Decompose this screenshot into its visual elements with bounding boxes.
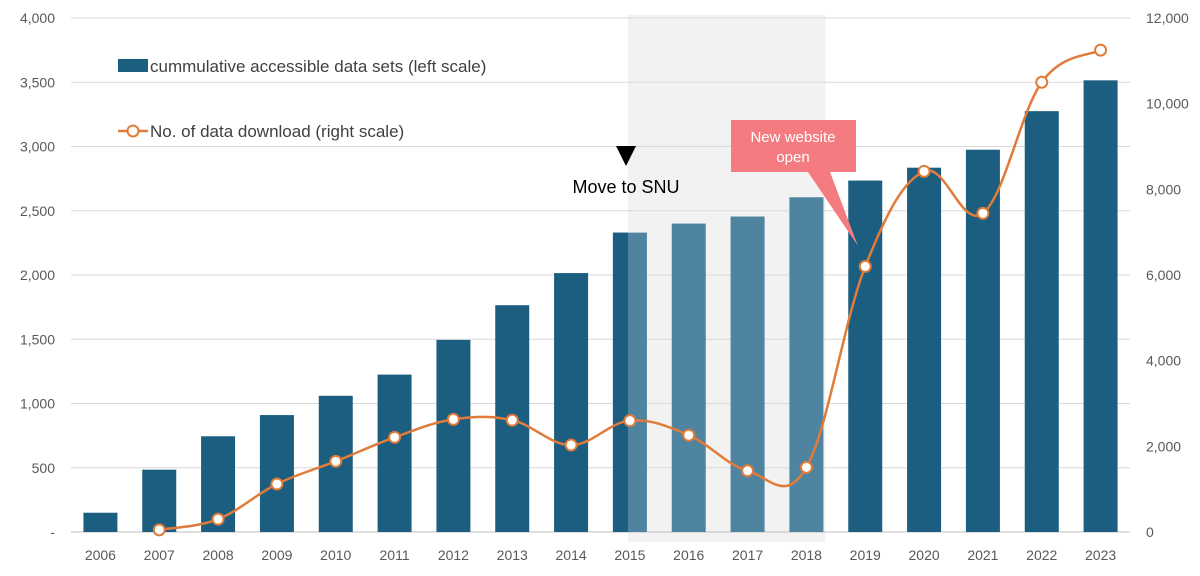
new-website-callout: New website open — [731, 120, 858, 246]
x-tick-label: 2015 — [614, 547, 645, 563]
bar — [259, 415, 294, 532]
download-point — [270, 477, 284, 491]
download-point — [917, 164, 931, 178]
left-tick-label: 3,500 — [20, 74, 55, 90]
download-point — [1094, 43, 1108, 57]
download-point — [505, 413, 519, 427]
x-tick-label: 2012 — [438, 547, 469, 563]
left-tick-label: 1,000 — [20, 396, 55, 412]
left-tick-label: - — [50, 524, 55, 540]
left-tick-label: 1,500 — [20, 331, 55, 347]
bar — [1083, 80, 1118, 532]
x-tick-label: 2009 — [261, 547, 292, 563]
new-website-callout-shape — [731, 120, 858, 246]
bar — [436, 339, 471, 532]
right-tick-label: 10,000 — [1146, 96, 1189, 112]
bar — [730, 216, 765, 532]
download-point — [211, 512, 225, 526]
bar-shadow-part — [612, 232, 628, 532]
right-tick-label: 6,000 — [1146, 267, 1181, 283]
x-axis: 2006 2007 2008 2009 2010 2011 2012 2013 2014 2015… — [85, 547, 1117, 563]
line-series — [152, 43, 1108, 537]
x-tick-label: 2022 — [1026, 547, 1057, 563]
x-tick-label: 2019 — [850, 547, 881, 563]
right-tick-label: 8,000 — [1146, 181, 1181, 197]
left-tick-label: 500 — [32, 460, 56, 476]
new-website-label-line1: New website — [750, 129, 835, 146]
bar — [1024, 111, 1059, 532]
x-tick-label: 2008 — [203, 547, 234, 563]
legend-line-marker — [126, 124, 140, 138]
download-point — [858, 259, 872, 273]
left-tick-label: 3,000 — [20, 139, 55, 155]
bar — [671, 223, 706, 532]
bar — [554, 273, 589, 532]
left-tick-label: 2,500 — [20, 203, 55, 219]
download-point — [741, 464, 755, 478]
gridlines — [71, 17, 1130, 533]
move-to-snu-label: Move to SNU — [572, 177, 679, 197]
download-point — [799, 460, 813, 474]
x-tick-label: 2018 — [791, 547, 822, 563]
x-tick-label: 2020 — [909, 547, 940, 563]
x-tick-label: 2010 — [320, 547, 351, 563]
download-point — [446, 412, 460, 426]
download-point — [682, 428, 696, 442]
right-tick-label: 4,000 — [1146, 353, 1181, 369]
bar — [848, 180, 883, 533]
right-tick-label: 12,000 — [1146, 10, 1189, 26]
right-tick-label: 2,000 — [1146, 438, 1181, 454]
move-to-snu-arrow — [616, 146, 636, 166]
left-axis: - 500 1,000 1,500 2,000 2,500 3,000 3,500 4,000 — [20, 10, 55, 540]
download-point — [329, 454, 343, 468]
x-tick-label: 2011 — [380, 547, 410, 563]
x-tick-label: 2021 — [967, 547, 998, 563]
x-tick-label: 2007 — [144, 547, 175, 563]
move-to-snu-annotation: Move to SNU — [572, 146, 680, 197]
x-tick-label: 2017 — [732, 547, 763, 563]
legend-bar-label: cummulative accessible data sets (left s… — [150, 57, 486, 76]
left-tick-label: 4,000 — [20, 10, 55, 26]
bar-series — [83, 80, 1118, 533]
x-tick-label: 2023 — [1085, 547, 1116, 563]
legend: cummulative accessible data sets (left s… — [118, 57, 486, 141]
download-point — [152, 523, 166, 537]
new-website-label-line2: open — [776, 149, 809, 166]
download-point — [976, 206, 990, 220]
download-point — [1035, 75, 1049, 89]
bar — [142, 469, 177, 532]
x-tick-label: 2013 — [497, 547, 528, 563]
left-tick-label: 2,000 — [20, 267, 55, 283]
bar — [377, 374, 412, 532]
x-tick-label: 2014 — [556, 547, 587, 563]
x-tick-label: 2016 — [673, 547, 704, 563]
download-point — [623, 414, 637, 428]
right-tick-label: 0 — [1146, 524, 1154, 540]
x-tick-label: 2006 — [85, 547, 116, 563]
bar — [83, 512, 118, 532]
legend-bar-swatch — [118, 59, 148, 72]
download-point — [388, 430, 402, 444]
legend-line-label: No. of data download (right scale) — [150, 122, 404, 141]
download-point — [564, 438, 578, 452]
right-axis: 0 2,000 4,000 6,000 8,000 10,000 12,000 — [1146, 10, 1189, 540]
bar — [789, 197, 824, 532]
bar — [907, 167, 942, 532]
